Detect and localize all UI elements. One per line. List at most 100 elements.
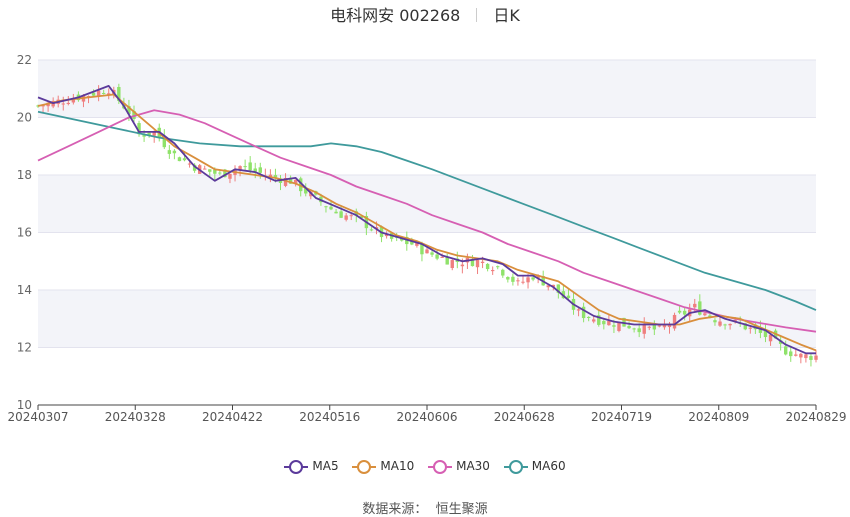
- candle-body: [142, 135, 146, 137]
- x-tick-label: 20240829: [785, 410, 846, 424]
- candle-body: [536, 275, 540, 278]
- candle-body: [152, 131, 156, 136]
- candle-body: [475, 259, 480, 268]
- y-tick-label: 22: [17, 53, 32, 67]
- candle-body: [435, 254, 439, 259]
- candle-body: [703, 313, 707, 316]
- candle-body: [334, 211, 338, 214]
- grid-band: [38, 175, 816, 233]
- candle-body: [556, 284, 561, 293]
- candle-body: [763, 329, 768, 338]
- chart-legend: MA5 MA10 MA30 MA60: [0, 459, 850, 474]
- candle-body: [187, 163, 192, 165]
- ma10-legend-icon: [352, 459, 377, 474]
- ma60-line: [37, 110, 817, 311]
- candle-body: [662, 324, 667, 328]
- x-tick-label: 20240809: [688, 410, 749, 424]
- data-source: 数据来源： 恒生聚源: [0, 498, 850, 517]
- candle-body: [369, 229, 374, 231]
- candle-body: [597, 315, 601, 325]
- candle-body: [61, 103, 65, 105]
- candle-body: [612, 325, 616, 327]
- candle-body: [162, 135, 166, 148]
- candle-body: [480, 261, 485, 264]
- candle-body: [288, 177, 293, 184]
- legend-item-ma5[interactable]: MA5: [284, 459, 339, 474]
- grid-band: [38, 347, 816, 405]
- legend-label-ma5: MA5: [312, 459, 339, 474]
- y-tick-label: 20: [17, 111, 32, 125]
- candle-body: [708, 315, 712, 318]
- candle-body: [490, 270, 495, 272]
- candle-body: [698, 301, 702, 315]
- title-divider: [476, 8, 478, 22]
- candle-body: [117, 87, 121, 101]
- candle-body: [218, 172, 222, 174]
- ma5-line: [37, 85, 816, 355]
- grid-band: [38, 232, 816, 290]
- candle-body: [728, 323, 732, 326]
- candle-body: [531, 277, 535, 280]
- candle-body: [743, 323, 747, 330]
- candle-body: [501, 269, 505, 276]
- candle-body: [258, 167, 262, 173]
- candle-body: [667, 324, 672, 328]
- candle-body: [213, 169, 217, 174]
- x-tick-label: 20240606: [396, 410, 457, 424]
- candle-body: [137, 123, 141, 135]
- candle-body: [101, 92, 106, 94]
- candle-body: [172, 150, 177, 154]
- candle-body: [400, 238, 404, 241]
- candle-body: [147, 132, 151, 136]
- legend-item-ma10[interactable]: MA10: [352, 459, 414, 474]
- candle-body: [470, 259, 475, 267]
- candle-body: [293, 179, 298, 184]
- y-tick-label: 14: [17, 283, 32, 297]
- candle-body: [789, 351, 793, 357]
- candle-body: [586, 316, 591, 319]
- ma30-line: [37, 109, 817, 333]
- candle-body: [804, 354, 808, 359]
- candle-body: [253, 168, 257, 172]
- candle-body: [208, 169, 212, 172]
- candle-body: [203, 168, 207, 170]
- candle-body: [566, 295, 571, 298]
- candle-body: [677, 310, 682, 313]
- candle-body: [460, 264, 465, 267]
- ma30-legend-icon: [428, 459, 453, 474]
- legend-item-ma30[interactable]: MA30: [428, 459, 490, 474]
- candle-body: [41, 105, 45, 107]
- candle-body: [814, 355, 818, 360]
- source-name: 恒生聚源: [435, 502, 488, 517]
- x-tick-label: 20240328: [105, 410, 166, 424]
- candle-body: [693, 303, 697, 308]
- candle-body: [430, 252, 434, 255]
- x-tick-label: 20240719: [591, 410, 652, 424]
- candle-body: [592, 319, 596, 322]
- legend-label-ma60: MA60: [531, 459, 566, 474]
- candle-body: [602, 321, 606, 325]
- legend-label-ma10: MA10: [380, 459, 415, 474]
- candle-body: [273, 175, 278, 178]
- candle-body: [440, 256, 444, 258]
- legend-item-ma60[interactable]: MA60: [503, 459, 566, 474]
- candle-body: [415, 242, 419, 246]
- y-tick-label: 16: [17, 226, 32, 240]
- ma60-legend-icon: [503, 459, 528, 474]
- candle-body: [652, 324, 657, 330]
- candle-body: [485, 263, 490, 270]
- candle-body: [223, 169, 227, 178]
- candle-body: [344, 215, 348, 220]
- x-tick-label: 20240516: [299, 410, 360, 424]
- candle-body: [359, 216, 364, 218]
- x-tick-label: 20240628: [494, 410, 555, 424]
- candle-body: [526, 277, 530, 283]
- candle-body: [718, 321, 722, 326]
- candle-body: [576, 309, 581, 311]
- candle-body: [511, 276, 515, 282]
- candle-body: [243, 166, 247, 168]
- candle-body: [647, 326, 651, 328]
- candle-body: [546, 285, 550, 288]
- candle-body: [506, 277, 510, 280]
- candle-body: [723, 324, 727, 326]
